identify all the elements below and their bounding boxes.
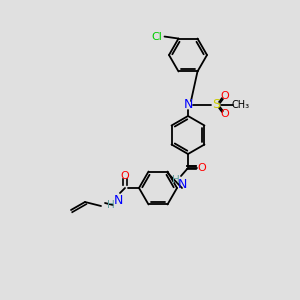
Text: N: N (177, 178, 187, 190)
Text: O: O (121, 171, 129, 181)
Text: O: O (198, 163, 206, 173)
Text: N: N (183, 98, 193, 112)
Text: S: S (212, 98, 220, 112)
Text: O: O (220, 91, 230, 101)
Text: O: O (220, 109, 230, 119)
Text: H: H (172, 175, 180, 185)
Text: CH₃: CH₃ (232, 100, 250, 110)
Text: N: N (113, 194, 123, 206)
Text: H: H (107, 200, 115, 210)
Text: Cl: Cl (151, 32, 162, 41)
